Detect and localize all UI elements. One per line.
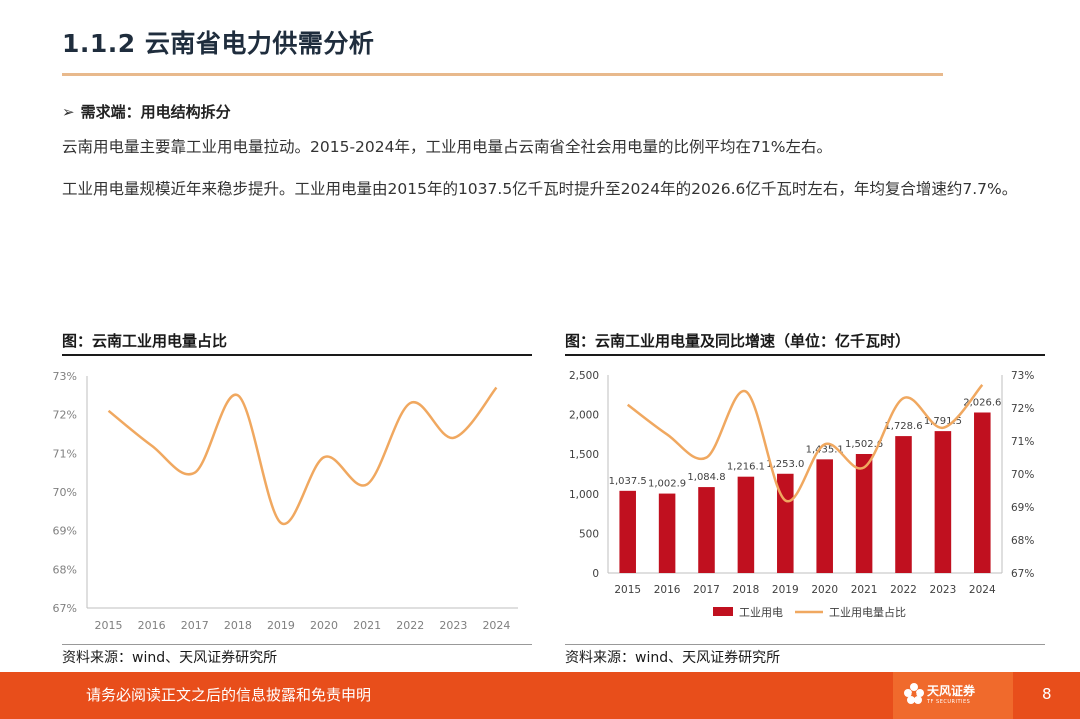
- bar: [855, 453, 873, 573]
- x-tick-label: 2020: [310, 619, 338, 632]
- x-tick-label: 2016: [138, 619, 166, 632]
- x-tick-label: 2021: [353, 619, 381, 632]
- bar: [974, 412, 991, 573]
- title-divider: [62, 73, 943, 76]
- x-tick-label: 2022: [396, 619, 424, 632]
- paragraph-2: 工业用电量规模近年来稳步提升。工业用电量由2015年的1037.5亿千瓦时提升至…: [62, 180, 1018, 198]
- legend-line-label: 工业用电量占比: [829, 605, 906, 619]
- left-y-tick-label: 0: [592, 568, 599, 580]
- x-tick-label: 2021: [851, 584, 878, 596]
- right-y-tick-label: 67%: [1011, 568, 1034, 580]
- y-tick-label: 68%: [53, 563, 77, 576]
- page-number: 8: [1042, 685, 1052, 703]
- left-figure-rule: [62, 354, 532, 356]
- left-figure-bottom-rule: [62, 644, 532, 645]
- right-figure-source: 资料来源：wind、天风证券研究所: [565, 650, 781, 666]
- bar-value-label: 1,791.5: [924, 416, 962, 427]
- x-tick-label: 2019: [772, 584, 799, 596]
- y-tick-label: 72%: [53, 409, 77, 422]
- arrow-bullet-icon: ➢: [62, 103, 75, 121]
- y-tick-label: 71%: [53, 447, 77, 460]
- left-line-chart: 67% 68% 69% 70% 71% 72% 73% 2015 2016 2017 2018 201…: [53, 370, 518, 632]
- x-tick-label: 2019: [267, 619, 295, 632]
- bar-value-label: 1,084.8: [687, 472, 725, 483]
- right-y-tick-label: 72%: [1011, 403, 1034, 415]
- x-tick-label: 2022: [890, 584, 917, 596]
- bar-value-label: 1,253.0: [766, 459, 804, 470]
- x-tick-label: 2023: [439, 619, 467, 632]
- y-tick-label: 69%: [53, 525, 77, 538]
- bar: [658, 493, 676, 573]
- left-y-tick-label: 1,500: [569, 449, 599, 461]
- section-subtitle: ➢ 需求端：用电结构拆分: [62, 101, 231, 122]
- legend-bar-swatch: [713, 607, 733, 616]
- right-y-tick-label: 68%: [1011, 535, 1034, 547]
- x-tick-label: 2018: [733, 584, 760, 596]
- bar-value-label: 2,026.6: [963, 397, 1001, 408]
- right-y-tick-label: 73%: [1011, 370, 1034, 382]
- left-y-tick-label: 1,000: [569, 489, 599, 501]
- bar-value-label: 1,728.6: [884, 421, 922, 432]
- brand-sub: TF SECURITIES: [927, 699, 971, 705]
- legend-bar-label: 工业用电: [739, 606, 783, 619]
- x-tick-label: 2015: [95, 619, 123, 632]
- right-combo-chart: 0 500 1,000 1,500 2,000 2,500 67% 68% 69% 70% 71% 7…: [569, 370, 1034, 619]
- right-y-tick-label: 70%: [1011, 469, 1034, 481]
- bar-value-label: 1,435.1: [806, 444, 844, 455]
- footer-bar: 请务必阅读正文之后的信息披露和免责申明 天风证券 TF SECURITIES 8: [0, 672, 1080, 719]
- x-tick-label: 2015: [614, 584, 641, 596]
- flower-logo-icon: [904, 683, 924, 704]
- bar: [934, 431, 952, 573]
- brand-logo: 天风证券 TF SECURITIES: [893, 672, 1013, 719]
- bar-value-label: 1,216.1: [727, 462, 765, 473]
- x-tick-label: 2024: [969, 584, 996, 596]
- x-tick-label: 2024: [482, 619, 510, 632]
- x-tick-label: 2018: [224, 619, 252, 632]
- bar: [816, 459, 833, 573]
- y-tick-label: 70%: [53, 486, 77, 499]
- bar: [698, 487, 715, 573]
- paragraph-1: 云南用电量主要靠工业用电量拉动。2015-2024年，工业用电量占云南省全社会用…: [62, 138, 832, 156]
- left-y-tick-label: 2,000: [569, 410, 599, 422]
- x-tick-label: 2023: [930, 584, 957, 596]
- series-line: [107, 386, 498, 526]
- right-y-tick-label: 71%: [1011, 436, 1034, 448]
- section-subtitle-text: 需求端：用电结构拆分: [80, 103, 231, 121]
- x-tick-label: 2016: [654, 584, 681, 596]
- bar: [619, 490, 636, 573]
- x-tick-label: 2017: [181, 619, 209, 632]
- right-figure-bottom-rule: [565, 644, 1045, 645]
- bar: [737, 476, 755, 573]
- x-tick-label: 2020: [811, 584, 838, 596]
- left-y-tick-label: 500: [579, 528, 599, 540]
- y-tick-label: 73%: [53, 370, 77, 383]
- x-tick-label: 2017: [693, 584, 720, 596]
- page-title: 1.1.2 云南省电力供需分析: [62, 29, 375, 58]
- left-y-tick-label: 2,500: [569, 370, 599, 382]
- bar: [895, 436, 912, 573]
- right-y-tick-label: 69%: [1011, 502, 1034, 514]
- bar-value-label: 1,502.6: [845, 439, 883, 450]
- right-figure-title: 图：云南工业用电量及同比增速（单位：亿千瓦时）: [565, 332, 911, 350]
- brand-name: 天风证券: [927, 684, 976, 698]
- ratio-line: [626, 384, 984, 503]
- left-figure-title: 图：云南工业用电量占比: [62, 332, 228, 350]
- left-figure-source: 资料来源：wind、天风证券研究所: [62, 650, 278, 666]
- y-tick-label: 67%: [53, 602, 77, 615]
- bar-value-label: 1,037.5: [609, 476, 647, 487]
- bar: [777, 473, 794, 573]
- bar-value-label: 1,002.9: [648, 479, 686, 490]
- footer-disclaimer: 请务必阅读正文之后的信息披露和免责申明: [86, 686, 372, 704]
- right-figure-rule: [565, 354, 1045, 356]
